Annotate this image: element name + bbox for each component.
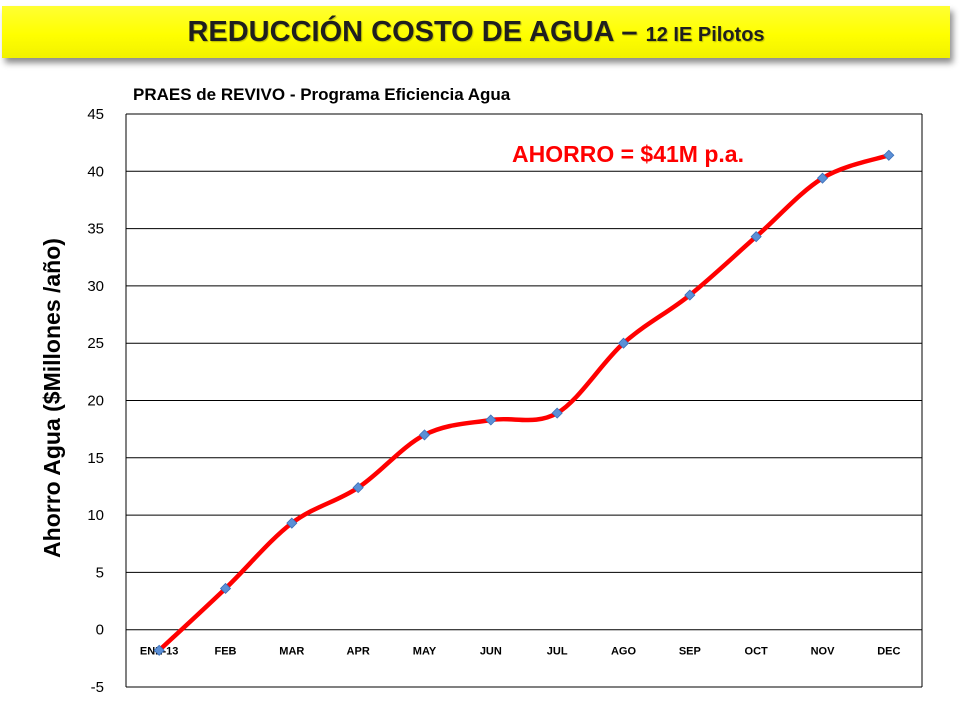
title-subtitle: 12 IE Pilotos [645, 23, 765, 46]
x-tick-label: SEP [679, 646, 701, 658]
y-tick-label: 0 [96, 622, 104, 639]
x-tick-label: OCT [745, 646, 769, 658]
x-tick-label: MAY [413, 646, 437, 658]
data-point [617, 337, 630, 349]
y-tick-label: -5 [91, 679, 104, 696]
y-tick-label: 20 [87, 393, 104, 410]
title-separator: – [613, 15, 646, 48]
data-point [750, 231, 762, 243]
y-tick-label: 45 [87, 106, 104, 123]
series-line [156, 153, 892, 653]
y-tick-label: 5 [96, 564, 104, 581]
title-banner: REDUCCIÓN COSTO DE AGUA – 12 IE Pilotos [2, 6, 950, 58]
data-point [551, 407, 563, 419]
x-tick-label: APR [347, 646, 370, 658]
chart-subtitle: PRAES de REVIVO - Programa Eficiencia Ag… [133, 85, 511, 104]
y-tick-label: 15 [87, 450, 104, 467]
data-point [352, 482, 364, 494]
y-tick-label: 25 [87, 335, 104, 352]
x-tick-label: NOV [811, 646, 836, 658]
data-point [816, 172, 829, 184]
x-tick-label: JUN [480, 646, 502, 658]
data-point [219, 582, 232, 595]
title-main: REDUCCIÓN COSTO DE AGUA [187, 15, 614, 48]
page-title: REDUCCIÓN COSTO DE AGUA – 12 IE Pilotos [187, 16, 764, 49]
data-point [883, 149, 895, 161]
data-point [418, 429, 431, 441]
x-tick-labels: ENE-13FEBMARAPRMAYJUNJULAGOSEPOCTNOVDEC [140, 646, 901, 658]
y-tick-label: 10 [87, 507, 104, 524]
axes [125, 114, 923, 687]
series [153, 149, 895, 656]
y-axis-label: Ahorro Agua ($Millones /año) [39, 238, 65, 558]
y-tick-label: 35 [87, 221, 104, 238]
data-point [485, 414, 497, 426]
data-point [684, 289, 696, 301]
x-tick-label: AGO [611, 646, 637, 658]
y-tick-label: 40 [87, 163, 104, 180]
x-tick-label: DEC [877, 646, 900, 658]
y-tick-labels: -5 0 5 10 15 20 25 30 35 40 45 [87, 106, 104, 696]
x-tick-label: FEB [215, 646, 237, 658]
data-point [153, 644, 165, 656]
y-tick-label: 30 [87, 278, 104, 295]
savings-annotation: AHORRO = $41M p.a. [512, 141, 744, 167]
x-tick-label: MAR [279, 646, 304, 658]
data-point [286, 517, 298, 529]
gridlines [126, 113, 922, 688]
x-tick-label: JUL [547, 646, 568, 658]
